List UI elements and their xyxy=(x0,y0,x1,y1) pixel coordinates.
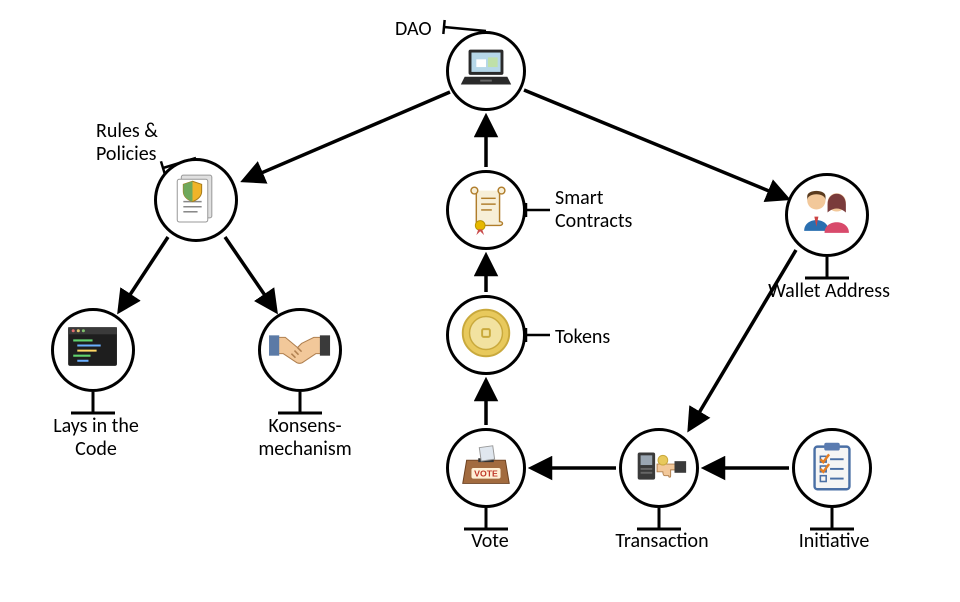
label-transaction: Transaction xyxy=(602,530,722,553)
node-smart xyxy=(446,170,526,250)
label-dao: DAO xyxy=(395,18,455,41)
label-vote: Vote xyxy=(460,530,520,553)
node-code xyxy=(51,308,135,392)
edge-dao-to-wallet xyxy=(524,90,786,198)
node-transaction xyxy=(619,428,699,508)
diagram-canvas: VOTE DAORules &PoliciesS xyxy=(0,0,960,602)
clipboard-icon xyxy=(801,435,863,502)
label-tokens: Tokens xyxy=(555,326,645,349)
scroll-icon xyxy=(455,177,517,244)
people-icon xyxy=(794,180,859,250)
edge-dao-to-rules xyxy=(245,92,450,180)
edge-rules-to-konsens xyxy=(225,237,275,310)
label-rules: Rules &Policies xyxy=(96,120,196,166)
doc-shield-icon xyxy=(163,165,228,235)
hand-coin-icon xyxy=(628,435,690,502)
label-konsens: Konsens-mechanism xyxy=(240,415,370,461)
label-wallet: Wallet Address xyxy=(754,280,904,303)
laptop-icon xyxy=(455,38,517,105)
node-tokens xyxy=(446,295,526,375)
code-icon xyxy=(60,315,125,385)
ballot-icon: VOTE xyxy=(455,435,517,502)
edge-wallet-to-transaction xyxy=(690,250,796,428)
node-dao xyxy=(446,31,526,111)
label-code: Lays in theCode xyxy=(36,415,156,461)
node-vote: VOTE xyxy=(446,428,526,508)
node-rules xyxy=(154,158,238,242)
node-initiative xyxy=(792,428,872,508)
node-wallet xyxy=(785,173,869,257)
label-initiative: Initiative xyxy=(784,530,884,553)
label-smart: SmartContracts xyxy=(555,187,675,233)
edge-rules-to-code xyxy=(120,237,168,310)
handshake-icon xyxy=(267,315,332,385)
svg-text:VOTE: VOTE xyxy=(474,468,498,478)
node-konsens xyxy=(258,308,342,392)
coin-icon xyxy=(455,302,517,369)
